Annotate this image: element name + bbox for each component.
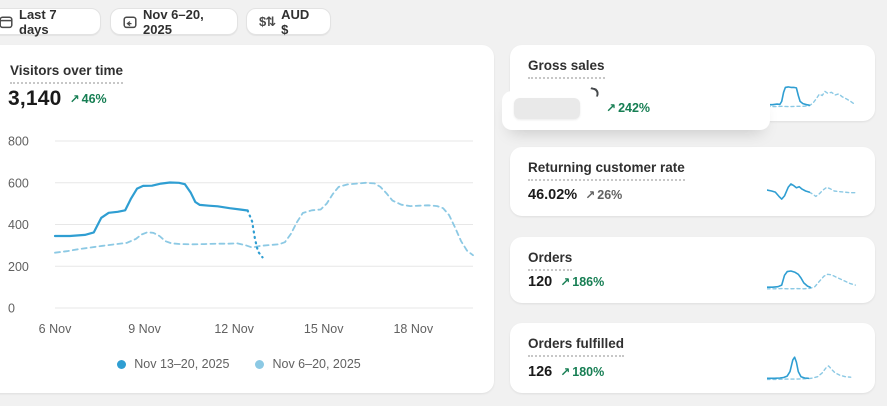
currency-exchange-icon: $⇅ <box>259 13 276 29</box>
orders-change-badge: ↗ 186% <box>560 275 604 289</box>
orders-fulfilled-title[interactable]: Orders fulfilled <box>528 336 625 357</box>
visitors-card-title[interactable]: Visitors over time <box>10 63 124 84</box>
visitors-value-row: 3,140 ↗ 46% <box>8 87 107 111</box>
currency-label: AUD $ <box>281 6 310 37</box>
svg-text:9 Nov: 9 Nov <box>128 322 161 336</box>
gross-sales-card[interactable]: Gross sales ↗ 242% <box>502 45 875 130</box>
trend-up-icon: ↗ <box>69 92 80 106</box>
date-preset-label: Last 7 days <box>19 6 57 37</box>
date-range-button[interactable]: Nov 6–20, 2025 <box>110 6 238 37</box>
orders-value: 120 <box>528 274 553 290</box>
svg-text:0: 0 <box>8 302 15 316</box>
currency-button[interactable]: $⇅ AUD $ <box>246 6 331 37</box>
legend-label-current: Nov 13–20, 2025 <box>134 357 230 371</box>
trend-up-icon: ↗ <box>585 188 596 202</box>
svg-text:600: 600 <box>8 176 29 190</box>
orders-fulfilled-change-value: 180% <box>572 365 605 379</box>
legend-label-comparison: Nov 6–20, 2025 <box>272 357 361 371</box>
calendar-icon <box>0 15 13 28</box>
visitors-value: 3,140 <box>8 87 62 110</box>
gross-sales-change-badge: ↗ 242% <box>606 101 650 115</box>
returning-customer-rate-card[interactable]: Returning customer rate 46.02% ↗ 26% <box>510 147 875 216</box>
orders-change-value: 186% <box>572 275 605 289</box>
skeleton-bar <box>514 98 580 119</box>
returning-customer-rate-change-value: 26% <box>597 188 623 202</box>
visitors-chart: 800 600 400 200 0 6 Nov 9 Nov 12 Nov 15 Nov 18 No… <box>8 135 474 336</box>
svg-text:6 Nov: 6 Nov <box>39 322 72 336</box>
trend-up-icon: ↗ <box>560 365 571 379</box>
orders-fulfilled-value: 126 <box>528 364 553 380</box>
date-preset-button[interactable]: Last 7 days <box>0 6 101 37</box>
svg-text:12 Nov: 12 Nov <box>214 322 254 336</box>
orders-fulfilled-change-badge: ↗ 180% <box>560 365 604 379</box>
chart-legend: Nov 13–20, 2025 Nov 6–20, 2025 <box>0 357 494 371</box>
orders-fulfilled-card[interactable]: Orders fulfilled 126 ↗ 180% <box>510 323 875 393</box>
calendar-refresh-icon <box>123 15 137 28</box>
trend-up-icon: ↗ <box>606 101 617 115</box>
gross-sales-sparkline <box>767 86 857 108</box>
orders-fulfilled-sparkline <box>767 356 852 381</box>
svg-text:800: 800 <box>8 135 29 149</box>
visitors-change-value: 46% <box>81 92 107 106</box>
legend-item-comparison: Nov 6–20, 2025 <box>255 357 361 371</box>
orders-sparkline <box>767 270 857 290</box>
returning-customer-rate-title[interactable]: Returning customer rate <box>528 160 685 181</box>
orders-card[interactable]: Orders 120 ↗ 186% <box>510 237 875 303</box>
legend-dot-comparison <box>255 359 265 369</box>
date-range-label: Nov 6–20, 2025 <box>143 6 204 37</box>
orders-title[interactable]: Orders <box>528 250 573 271</box>
loading-popover: ↗ 242% <box>502 87 770 130</box>
visitors-change-badge: ↗ 46% <box>70 92 107 106</box>
legend-item-current: Nov 13–20, 2025 <box>117 357 229 371</box>
gross-sales-change-value: 242% <box>618 101 651 115</box>
legend-dot-current <box>117 359 127 369</box>
svg-text:200: 200 <box>8 260 29 274</box>
returning-customer-rate-value: 46.02% <box>528 187 578 203</box>
svg-text:400: 400 <box>8 218 29 232</box>
svg-text:18 Nov: 18 Nov <box>393 322 433 336</box>
gross-sales-title[interactable]: Gross sales <box>528 58 605 79</box>
visitors-over-time-card: Visitors over time 3,140 ↗ 46% 800 600 400… <box>0 45 494 393</box>
partially-hidden-value <box>589 87 600 97</box>
returning-customer-rate-change-badge: ↗ 26% <box>585 188 622 202</box>
returning-customer-rate-sparkline <box>767 183 857 200</box>
trend-up-icon: ↗ <box>560 275 571 289</box>
svg-text:15 Nov: 15 Nov <box>304 322 344 336</box>
